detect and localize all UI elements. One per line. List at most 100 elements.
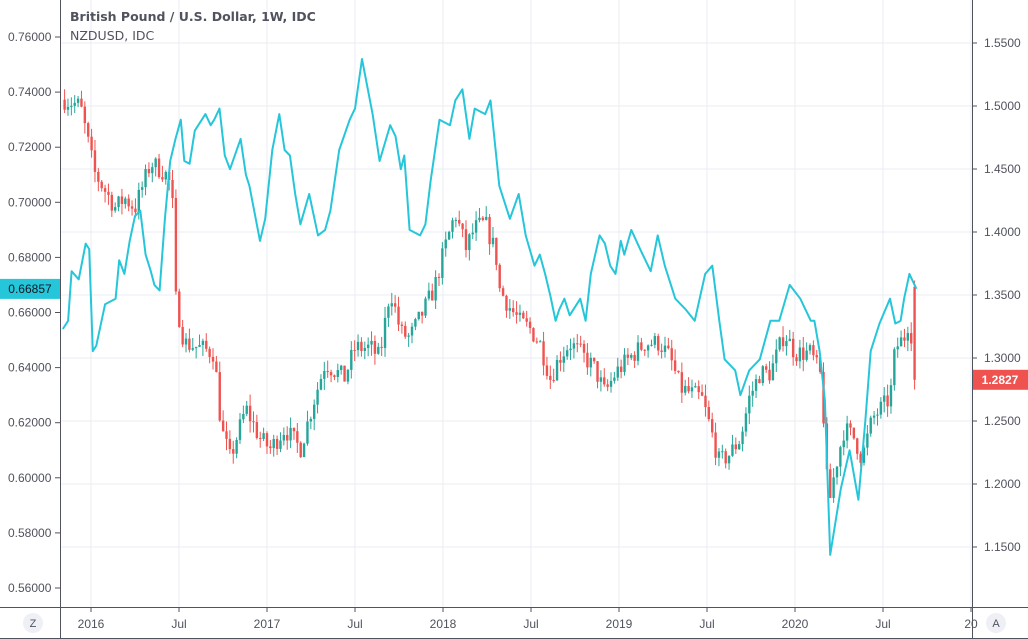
candle-body [737, 444, 741, 450]
candle-body [795, 357, 798, 362]
candle-body [717, 451, 721, 458]
candle-body [151, 167, 154, 174]
candle-body [724, 451, 727, 464]
left-price-axis[interactable]: 0.76000 0.74000 0.72000 0.70000 0.68000 0.660… [8, 30, 60, 595]
candle [427, 282, 431, 301]
candle [545, 356, 549, 380]
candle-body [259, 438, 262, 440]
candle [491, 226, 495, 248]
candle-body [333, 375, 336, 377]
candle [198, 334, 201, 348]
candle [414, 317, 417, 331]
left-tick-label: 0.72000 [8, 140, 52, 154]
candle-body [296, 431, 299, 443]
left-tick-label: 0.70000 [8, 195, 52, 209]
candle-body [565, 350, 569, 357]
candle [751, 381, 754, 407]
candle-body [184, 338, 188, 345]
candle-body [879, 401, 883, 415]
candle [495, 237, 498, 271]
candle-body [883, 395, 886, 402]
candle-body [464, 229, 468, 251]
candle [731, 434, 734, 457]
candle-body [832, 477, 835, 498]
candle-body [474, 220, 478, 233]
candle [417, 311, 420, 321]
candle-body [100, 181, 103, 189]
candle [535, 337, 539, 344]
candle-body [238, 419, 242, 440]
candle [90, 128, 93, 158]
candle-body [609, 380, 613, 387]
candle [603, 368, 606, 387]
candle-body [485, 216, 488, 220]
candle [559, 351, 562, 372]
candle [120, 188, 124, 215]
candle [93, 139, 97, 183]
candle-body [329, 372, 333, 376]
right-tick-label: 1.5000 [984, 99, 1021, 113]
candle-body [208, 348, 211, 357]
candle [798, 339, 802, 369]
candle [849, 420, 852, 436]
candle [684, 379, 687, 396]
candle [242, 405, 245, 424]
candle-body [201, 340, 205, 345]
candle-body [660, 350, 663, 352]
candle-body [771, 363, 775, 381]
candle-body [694, 386, 697, 388]
candle-body [603, 377, 606, 385]
candle [599, 370, 603, 392]
candle [205, 333, 208, 352]
candle [346, 368, 350, 385]
candle [808, 343, 812, 355]
candle [670, 339, 673, 371]
candle-body [630, 354, 633, 358]
candle-body [741, 431, 744, 445]
candle-body [613, 377, 616, 381]
candle [171, 169, 174, 209]
candle-body [775, 349, 778, 364]
candle [872, 411, 876, 425]
candle-body [63, 99, 66, 110]
candle-body [758, 379, 761, 384]
candle-body [262, 433, 265, 439]
gbpusd-candles [63, 89, 916, 503]
candle-body [845, 423, 849, 441]
candle-body [582, 343, 586, 353]
time-axis[interactable]: 2016 Jul 2017 Jul 2018 Jul 2019 Jul 2020 Jul 20 [78, 607, 978, 631]
legend-overlay-series[interactable]: NZDUSD, IDC [70, 28, 155, 43]
candle [343, 365, 346, 382]
candle [815, 350, 818, 364]
candle [700, 384, 704, 397]
candle [704, 384, 707, 417]
candle [151, 162, 154, 183]
candle [124, 196, 127, 209]
right-price-axis[interactable]: 1.5500 1.5000 1.4500 1.4000 1.3500 1.3000 1.25… [972, 36, 1021, 554]
candle-body [471, 232, 474, 235]
auto-scale-button-bg[interactable] [986, 613, 1006, 633]
candle [839, 445, 842, 477]
legend-main-series[interactable]: British Pound / U.S. Dollar, 1W, IDC [70, 9, 316, 24]
candle-body [842, 440, 845, 448]
candle [262, 427, 265, 442]
candle [741, 426, 744, 452]
scale-z-button-bg[interactable] [23, 613, 43, 633]
candle-body [356, 341, 360, 351]
candle-body [896, 346, 899, 350]
candle-body [346, 369, 350, 382]
candle-body [633, 354, 636, 361]
candle-body [815, 355, 818, 358]
left-tick-label: 0.76000 [8, 30, 52, 44]
candle [690, 379, 694, 398]
candle-body [242, 413, 245, 420]
auto-scale-button[interactable]: A [986, 613, 1006, 633]
candle [387, 303, 390, 327]
scale-z-button[interactable]: Z [23, 613, 43, 633]
candle [377, 342, 380, 355]
candle-body [286, 434, 289, 441]
candle-body [727, 455, 731, 464]
candle [383, 307, 387, 357]
